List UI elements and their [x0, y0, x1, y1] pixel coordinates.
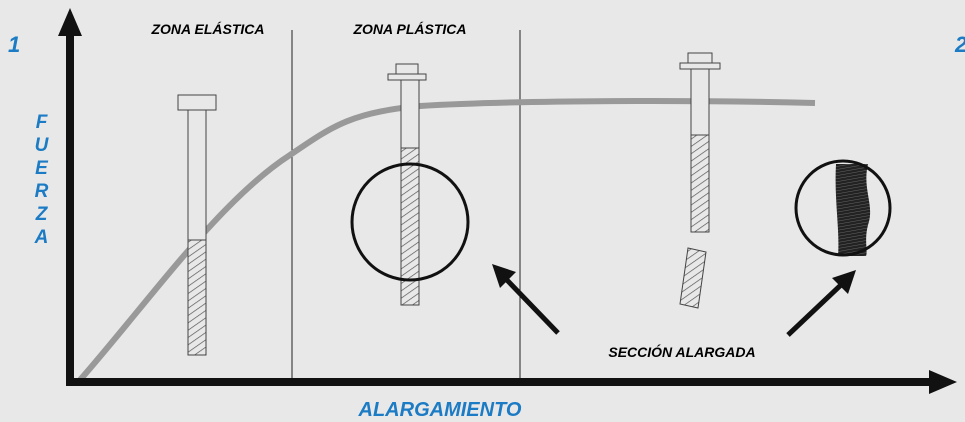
bolt: [177, 94, 217, 356]
bolt: [679, 52, 721, 309]
marker: 1: [8, 32, 20, 57]
bolt: [350, 63, 470, 306]
zone-label: ZONA PLÁSTICA: [352, 21, 466, 37]
marker: 2: [954, 32, 965, 57]
arrow: [492, 264, 856, 337]
zone-label: ZONA ELÁSTICA: [150, 21, 264, 37]
y-axis-label: FUERZA: [31, 112, 52, 250]
curve: [77, 98, 816, 382]
annotation: SECCIÓN ALARGADA: [608, 343, 755, 360]
detail-circle: [794, 159, 892, 257]
axes: [58, 8, 957, 394]
x-axis-label: ALARGAMIENTO: [358, 399, 522, 421]
